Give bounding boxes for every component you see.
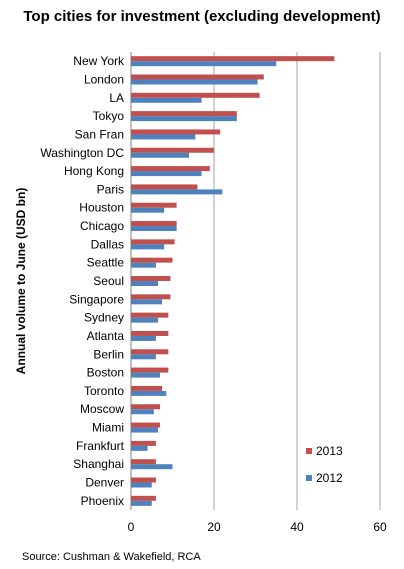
bar-2013-houston — [131, 202, 177, 208]
bar-2012-london — [131, 79, 258, 85]
bar-2013-seoul — [131, 276, 171, 281]
category-label: Frankfurt — [76, 439, 125, 453]
source-note: Source: Cushman & Wakefield, RCA — [22, 551, 201, 563]
category-label: Singapore — [69, 292, 124, 306]
bar-2013-denver — [131, 477, 156, 483]
category-label: Chicago — [80, 219, 124, 233]
bar-2012-phoenix — [131, 500, 152, 506]
bar-2012-frankfurt — [131, 445, 148, 451]
bar-2012-paris — [131, 189, 223, 195]
bar-2013-san-fran — [131, 129, 221, 135]
bar-2013-hong-kong — [131, 166, 210, 172]
bar-2012-berlin — [131, 354, 156, 360]
chart-title: Top cities for investment (excluding dev… — [23, 8, 380, 25]
legend-label-2012: 2012 — [316, 471, 343, 485]
bar-2012-tokyo — [131, 116, 237, 122]
category-label: Seattle — [87, 256, 125, 270]
category-label: Miami — [92, 421, 124, 435]
bar-2013-miami — [131, 422, 161, 428]
category-label: Berlin — [93, 347, 124, 361]
category-label: Washington DC — [40, 146, 124, 160]
bar-2013-moscow — [131, 404, 161, 410]
x-tick-label: 20 — [207, 520, 221, 534]
category-labels: New York London LA Tokyo San Fran Washington … — [40, 54, 125, 508]
bar-2012-dallas — [131, 244, 165, 250]
category-label: Denver — [85, 476, 124, 490]
bar-2013-chicago — [131, 221, 177, 227]
category-label: Seoul — [93, 274, 124, 288]
category-label: Atlanta — [87, 329, 125, 343]
bar-2013-boston — [131, 367, 169, 373]
bar-2012-singapore — [131, 299, 163, 305]
bars — [131, 56, 335, 506]
bar-2012-atlanta — [131, 335, 156, 341]
category-label: New York — [73, 54, 125, 68]
category-label: Dallas — [91, 237, 124, 251]
legend-swatch-2013 — [306, 448, 312, 454]
category-label: San Fran — [75, 127, 124, 141]
bar-2013-dallas — [131, 239, 175, 245]
bar-2013-shanghai — [131, 459, 156, 465]
category-label: Houston — [79, 201, 124, 215]
y-axis-label: Annual volume to June (USD bn) — [14, 188, 28, 375]
category-label: Toronto — [84, 384, 124, 398]
bar-2012-boston — [131, 372, 161, 378]
bar-2012-new-york — [131, 61, 277, 67]
bar-2013-phoenix — [131, 495, 156, 501]
bar-2012-hong-kong — [131, 171, 202, 177]
bar-2012-washington-dc — [131, 152, 190, 158]
bar-2013-paris — [131, 184, 198, 190]
bar-2013-london — [131, 74, 264, 80]
bar-2013-berlin — [131, 349, 169, 355]
category-label: Paris — [97, 182, 124, 196]
bar-2012-san-fran — [131, 134, 196, 140]
x-tick-label: 60 — [373, 520, 387, 534]
x-axis-ticks: 0 20 40 60 — [128, 520, 387, 534]
legend: 2013 2012 — [306, 444, 343, 485]
bar-2013-sydney — [131, 312, 169, 318]
category-label: Boston — [87, 366, 124, 380]
bar-2012-chicago — [131, 226, 177, 232]
bar-2012-houston — [131, 207, 165, 213]
category-label: Phoenix — [81, 494, 124, 508]
bar-2013-frankfurt — [131, 440, 156, 446]
category-label: Moscow — [80, 402, 124, 416]
category-label: Hong Kong — [64, 164, 124, 178]
bar-2012-la — [131, 97, 202, 103]
x-tick-label: 40 — [290, 520, 304, 534]
bar-2013-singapore — [131, 294, 171, 300]
bar-2013-new-york — [131, 56, 335, 62]
legend-label-2013: 2013 — [316, 444, 343, 458]
bar-2012-toronto — [131, 390, 167, 396]
bar-2013-toronto — [131, 385, 163, 391]
bar-2013-la — [131, 92, 260, 98]
category-label: Tokyo — [93, 109, 125, 123]
bar-2013-seattle — [131, 257, 173, 263]
bar-2012-shanghai — [131, 464, 173, 470]
category-label: Sydney — [84, 311, 124, 325]
bar-2013-atlanta — [131, 330, 169, 336]
bar-2012-moscow — [131, 409, 154, 415]
bar-2012-seattle — [131, 262, 156, 268]
x-tick-label: 0 — [128, 520, 135, 534]
bar-2013-tokyo — [131, 111, 237, 117]
bar-2012-denver — [131, 482, 152, 488]
category-label: LA — [109, 91, 124, 105]
category-label: Shanghai — [73, 457, 124, 471]
bar-2013-washington-dc — [131, 147, 214, 153]
bar-2012-seoul — [131, 281, 158, 286]
legend-swatch-2012 — [306, 475, 312, 481]
bar-2012-sydney — [131, 317, 158, 323]
category-label: London — [84, 72, 124, 86]
bar-2012-miami — [131, 427, 158, 433]
